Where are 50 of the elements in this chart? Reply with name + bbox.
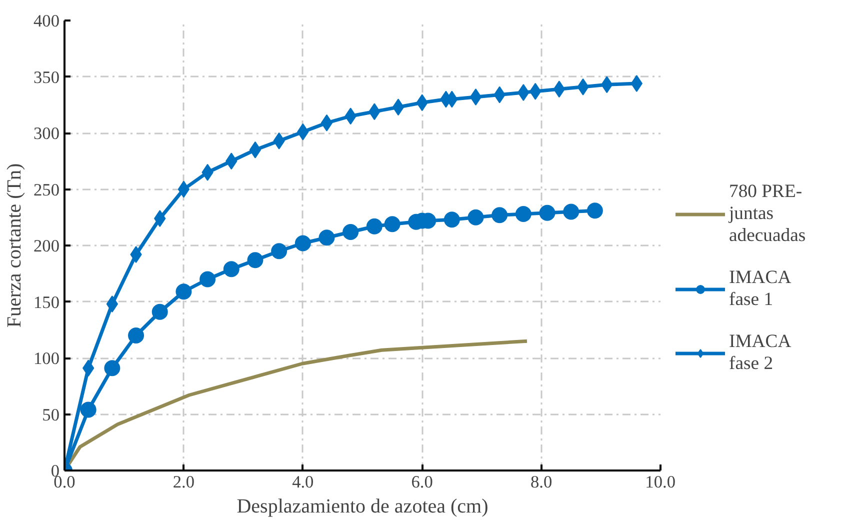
legend-label: IMACA fase 2 [729,331,792,375]
point [249,141,262,158]
point [176,284,192,300]
point [366,218,382,234]
point [563,204,580,220]
x-tick-label: 8.0 [530,472,552,492]
y-tick-label: 200 [34,236,60,256]
legend-label: 780 PRE-juntas adecuadas [729,181,806,247]
point [106,296,118,312]
y-tick-label: 50 [42,405,60,424]
point [247,252,264,268]
point [468,209,484,226]
point [553,80,566,98]
y-axis-title: Fuerza cortante (Tn) [4,163,26,328]
point [318,230,335,246]
x-tick-label: 6.0 [411,472,433,492]
y-tick-label: 300 [34,124,60,143]
point [104,360,120,376]
point [586,202,603,219]
point [320,114,333,132]
x-tick-label: 10.0 [645,472,676,492]
point [470,88,482,106]
y-tick-label: 100 [34,349,60,368]
point [154,210,166,227]
x-axis-title: Desplazamiento de azotea (cm) [236,496,488,518]
point [223,261,240,278]
point [294,235,311,252]
point [80,402,96,418]
point [342,224,359,240]
point [518,84,530,101]
point [128,328,144,344]
point [271,243,288,260]
point [492,207,508,224]
point [152,304,168,320]
legend-label: IMACA fase 1 [729,267,792,311]
y-tick-label: 400 [34,12,60,30]
y-tick-label: 250 [34,180,60,200]
point [630,75,642,92]
y-tick-label: 150 [34,292,60,312]
y-tick-label: 350 [34,68,60,87]
point [515,206,532,222]
point [384,216,400,232]
x-tick-label: 2.0 [172,472,195,492]
point [392,98,404,116]
point [444,212,460,228]
point [200,271,216,288]
point [130,246,142,263]
point [178,180,190,198]
x-tick-label: 4.0 [292,472,314,492]
point [539,204,556,221]
